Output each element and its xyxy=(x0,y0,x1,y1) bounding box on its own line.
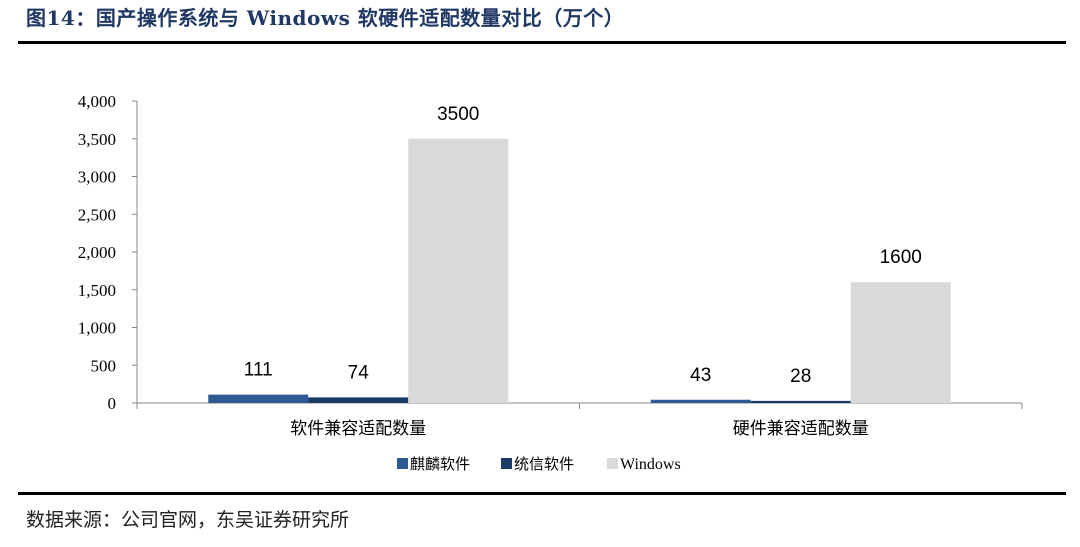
bar xyxy=(408,138,509,403)
y-tick-label: 3,500 xyxy=(78,130,116,149)
legend-swatch xyxy=(397,458,408,469)
x-axis: 软件兼容适配数量 硬件兼容适配数量 xyxy=(136,402,1023,439)
bar xyxy=(308,397,409,403)
y-tick-label: 3,000 xyxy=(78,168,116,187)
bar-chart: 05001,0001,5002,0002,5003,0003,5004,000 … xyxy=(78,92,1023,473)
data-label: 3500 xyxy=(437,104,479,125)
data-label: 43 xyxy=(690,365,711,386)
bar xyxy=(208,394,309,403)
y-tick-label: 4,000 xyxy=(78,92,116,111)
bar xyxy=(850,282,951,403)
bars: 111 74 3500 43 28 1600 xyxy=(208,104,951,403)
data-label: 1600 xyxy=(880,247,922,268)
y-tick-label: 1,000 xyxy=(78,319,116,338)
bar xyxy=(650,399,751,403)
legend-swatch xyxy=(607,458,618,469)
figure-title: 图14：国产操作系统与 Windows 软硬件适配数量对比（万个） xyxy=(26,6,625,30)
y-tick-label: 0 xyxy=(108,394,117,413)
source-note: 数据来源：公司官网，东吴证券研究所 xyxy=(26,509,350,531)
data-label: 111 xyxy=(244,360,273,381)
bar xyxy=(750,400,851,403)
legend: 麒麟软件 统信软件 Windows xyxy=(397,455,681,473)
legend-label: 麒麟软件 xyxy=(410,455,470,473)
y-tick-label: 2,000 xyxy=(78,243,116,262)
data-label: 74 xyxy=(348,362,370,383)
y-tick-label: 2,500 xyxy=(78,205,116,224)
legend-label: 统信软件 xyxy=(514,455,574,473)
top-rule xyxy=(18,41,1066,44)
x-category-label: 软件兼容适配数量 xyxy=(290,419,426,439)
y-tick-label: 500 xyxy=(91,356,117,375)
legend-label: Windows xyxy=(620,456,681,473)
x-category-label: 硬件兼容适配数量 xyxy=(733,419,869,439)
y-axis: 0 500 1,000 1,500 2,000 2,500 3,000 3,500 4,000 xyxy=(78,92,138,413)
legend-swatch xyxy=(501,458,512,469)
bottom-rule xyxy=(18,492,1066,495)
y-tick-label: 1,500 xyxy=(78,281,116,300)
data-label: 28 xyxy=(790,366,811,387)
